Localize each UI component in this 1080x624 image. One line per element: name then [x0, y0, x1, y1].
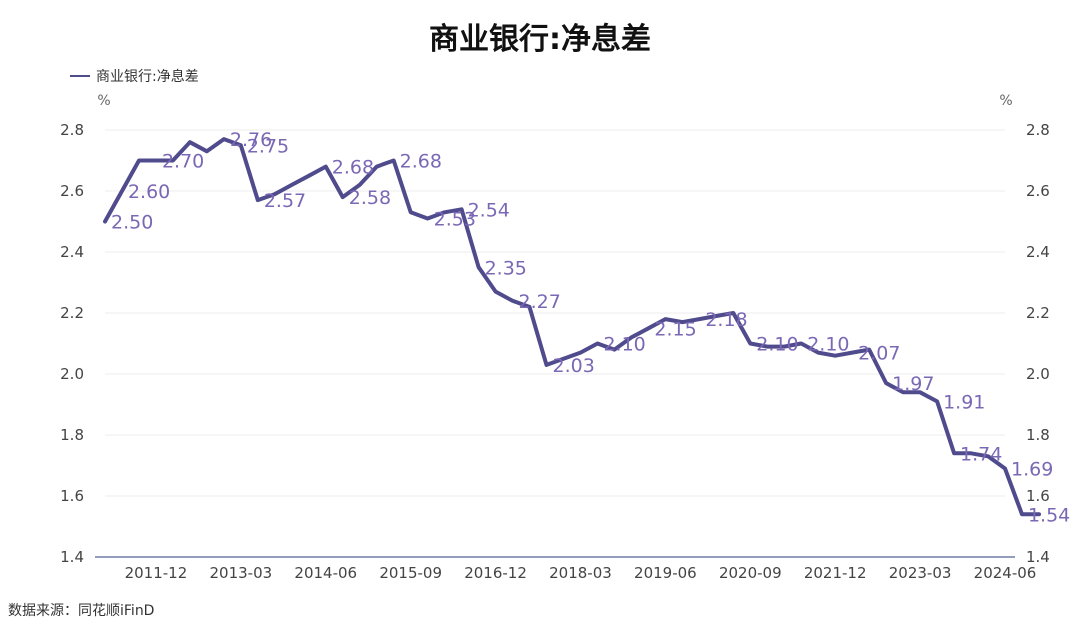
y-tick-label-right: 2.8	[1026, 121, 1050, 139]
data-label: 1.69	[1011, 459, 1053, 481]
data-label: 2.50	[111, 212, 153, 234]
data-label: 2.68	[400, 151, 442, 173]
y-tick-label-right: 1.8	[1026, 426, 1050, 444]
x-tick-label: 2019-06	[634, 564, 697, 582]
y-tick-label-left: 1.8	[60, 426, 84, 444]
grid-lines	[105, 129, 1005, 497]
data-label: 2.15	[654, 318, 696, 340]
x-tick-label: 2021-12	[804, 564, 867, 582]
y-tick-label-right: 2.6	[1026, 182, 1050, 200]
y-tick-label-left: 2.2	[60, 304, 84, 322]
y-tick-label-left: 1.6	[60, 487, 84, 505]
data-label: 2.10	[756, 334, 798, 356]
data-label: 2.07	[858, 343, 900, 365]
x-tick-label: 2013-03	[210, 564, 273, 582]
y-unit-label-right: %	[999, 93, 1012, 109]
legend-label: 商业银行:净息差	[96, 69, 199, 85]
x-tick-label: 2015-09	[379, 564, 442, 582]
data-label: 2.53	[434, 208, 476, 230]
x-tick-label: 2023-03	[889, 564, 952, 582]
data-label: 2.75	[247, 135, 289, 157]
data-label: 1.91	[943, 391, 985, 413]
data-label: 1.97	[892, 373, 934, 395]
data-label: 2.18	[705, 309, 747, 331]
y-tick-label-right: 2.2	[1026, 304, 1050, 322]
y-tick-label-left: 2.8	[60, 121, 84, 139]
data-label: 2.35	[485, 257, 527, 279]
data-label: 2.70	[162, 151, 204, 173]
y-tick-label-right: 1.4	[1026, 548, 1050, 566]
chart-title: 商业银行:净息差	[429, 22, 651, 57]
source-note: 数据来源：同花顺iFinD	[8, 603, 155, 619]
axes: 1.4 1.4 1.6 1.6 1.8 1.8 2.0 2.0 2.2 2.2 2.4 2.4 2.6 2…	[60, 93, 1050, 582]
y-tick-label-right: 1.6	[1026, 487, 1050, 505]
x-tick-label: 2011-12	[125, 564, 188, 582]
x-tick-label: 2014-06	[294, 564, 357, 582]
y-tick-label-right: 2.0	[1026, 365, 1050, 383]
series-lines	[103, 137, 1041, 517]
data-label: 2.60	[128, 181, 170, 203]
y-unit-label-left: %	[97, 93, 110, 109]
legend: 商业银行:净息差	[70, 66, 199, 86]
data-label: 2.57	[264, 190, 306, 212]
x-tick-label: 2018-03	[549, 564, 612, 582]
data-label: 1.74	[960, 443, 1002, 465]
data-label: 2.10	[807, 334, 849, 356]
x-tick-label: 2020-09	[719, 564, 782, 582]
x-tick-label: 2016-12	[464, 564, 527, 582]
data-label: 2.54	[468, 199, 510, 221]
data-label: 2.58	[349, 187, 391, 209]
series-line-net-interest-margin	[103, 137, 1041, 517]
data-label: 2.68	[332, 157, 374, 179]
data-label: 2.10	[603, 334, 645, 356]
y-tick-label-left: 1.4	[60, 548, 84, 566]
data-label: 1.54	[1028, 504, 1070, 526]
x-tick-label: 2024-06	[974, 564, 1037, 582]
data-label: 2.76	[230, 129, 272, 151]
data-label: 2.03	[553, 355, 595, 377]
y-tick-label-left: 2.6	[60, 182, 84, 200]
y-tick-label-left: 2.0	[60, 365, 84, 383]
y-tick-label-left: 2.4	[60, 243, 84, 261]
data-labels: 2.50 2.60 2.70 2.762.75 2.57 2.68 2.58 2.68 2.53…	[111, 129, 1070, 526]
data-label: 2.27	[519, 291, 561, 313]
legend-line-swatch	[70, 75, 90, 77]
y-tick-label-right: 2.4	[1026, 243, 1050, 261]
